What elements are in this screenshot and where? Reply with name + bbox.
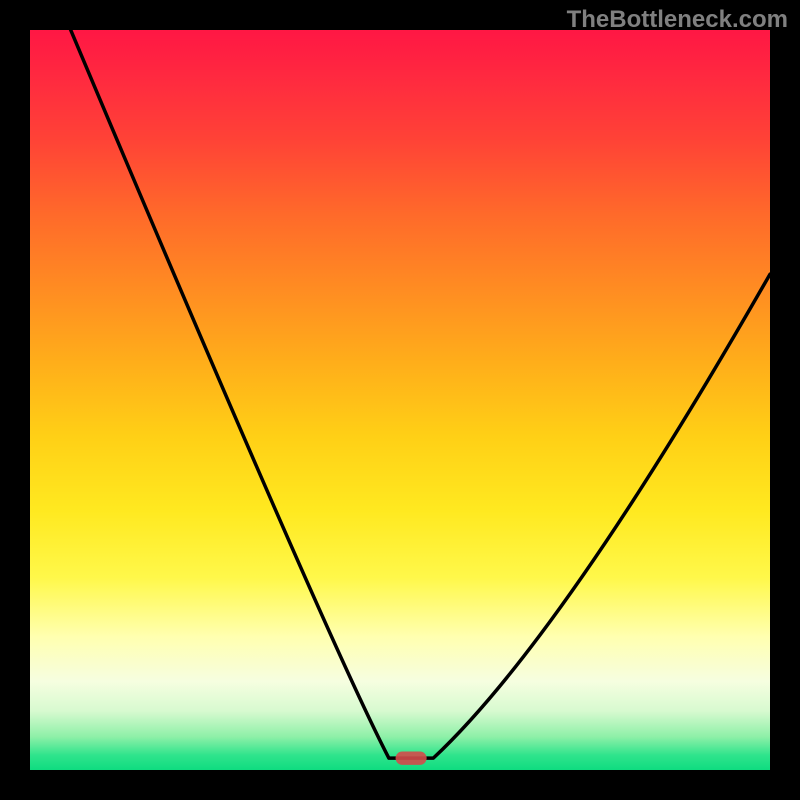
plot-area xyxy=(30,30,770,770)
plot-svg xyxy=(30,30,770,770)
gradient-background xyxy=(30,30,770,770)
chart-container: TheBottleneck.com xyxy=(0,0,800,800)
bottleneck-marker xyxy=(396,752,427,765)
